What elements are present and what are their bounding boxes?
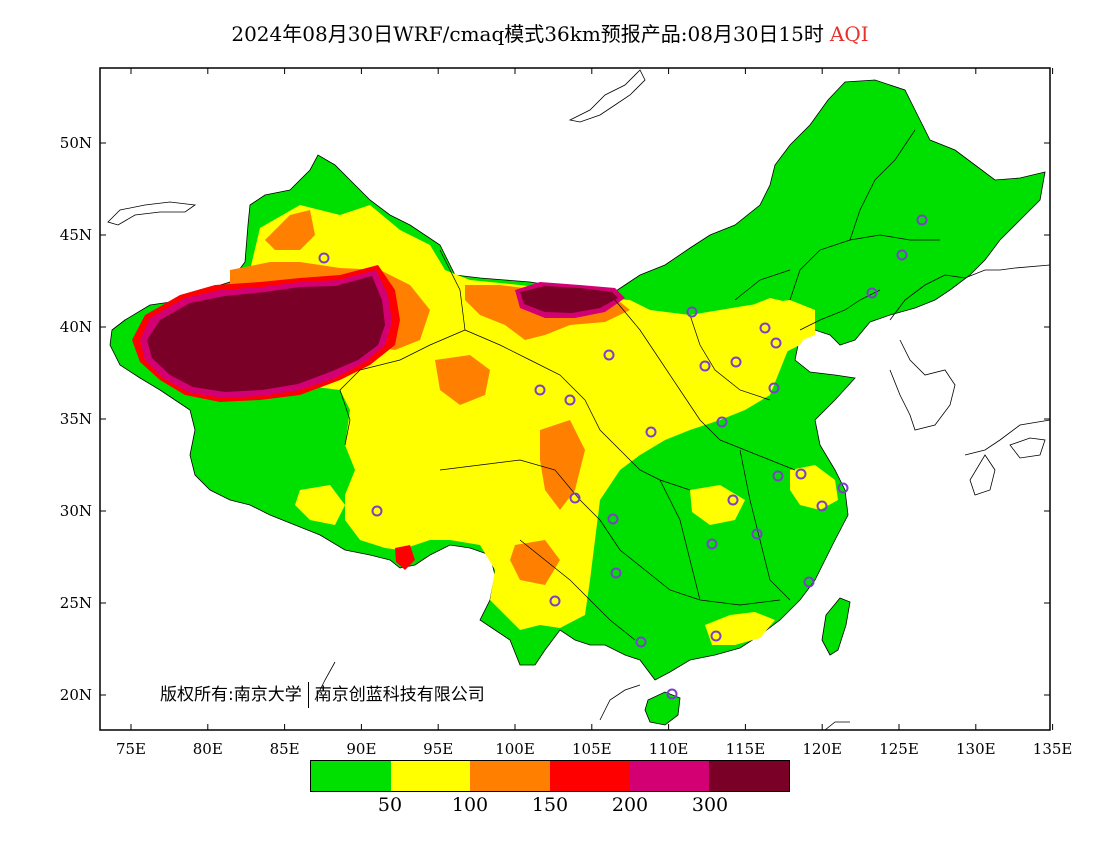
city-marker bbox=[318, 252, 330, 264]
city-markers bbox=[318, 214, 928, 700]
x-tick-label: 120E bbox=[802, 740, 842, 758]
legend-swatch bbox=[629, 761, 710, 791]
y-tick-label: 35N bbox=[60, 410, 92, 428]
city-marker bbox=[768, 382, 780, 394]
city-marker bbox=[686, 306, 698, 318]
city-marker bbox=[816, 500, 828, 512]
aqi-zone-moderate-south bbox=[705, 612, 775, 645]
city-marker bbox=[610, 567, 622, 579]
city-marker bbox=[759, 322, 771, 334]
legend-swatch bbox=[390, 761, 471, 791]
province-boundaries bbox=[339, 129, 940, 641]
sea-coast-south bbox=[314, 661, 850, 730]
map-title: 2024年08月30日WRF/cmaq模式36km预报产品:08月30日15时 A… bbox=[0, 18, 1100, 47]
y-tick-label: 30N bbox=[60, 502, 92, 520]
x-tick-label: 95E bbox=[423, 740, 453, 758]
city-marker bbox=[534, 384, 546, 396]
taiwan-island bbox=[821, 597, 851, 656]
legend-label: 50 bbox=[377, 794, 403, 816]
x-tick-label: 105E bbox=[572, 740, 612, 758]
city-marker bbox=[772, 470, 784, 482]
x-axis: 75E 80E 85E 90E 95E 100E 105E 110E 115E 120E 125E 1… bbox=[116, 68, 1072, 758]
city-marker bbox=[549, 595, 561, 607]
legend-swatch bbox=[470, 761, 551, 791]
x-tick-label: 80E bbox=[193, 740, 223, 758]
legend-swatch bbox=[311, 761, 391, 791]
y-tick-label: 20N bbox=[60, 686, 92, 704]
aqi-zone-usg-central bbox=[435, 355, 490, 405]
city-marker bbox=[666, 688, 678, 700]
city-marker bbox=[896, 249, 908, 261]
neighbor-coastlines bbox=[107, 69, 1050, 730]
copyright-separator bbox=[307, 682, 309, 708]
aqi-zone-moderate-sw bbox=[295, 485, 345, 525]
aqi-zone-moderate-north bbox=[740, 298, 812, 355]
city-marker bbox=[607, 513, 619, 525]
aqi-legend-colorbar bbox=[310, 760, 790, 792]
japan-coastline bbox=[964, 419, 1050, 496]
y-tick-label: 25N bbox=[60, 594, 92, 612]
legend-swatch bbox=[709, 761, 790, 791]
copyright-note: 版权所有:南京大学 南京创蓝科技有限公司 bbox=[160, 680, 485, 708]
legend-label: 100 bbox=[451, 794, 489, 816]
aqi-zone-hazardous-taklimakan bbox=[147, 276, 385, 392]
map-title-main: 2024年08月30日WRF/cmaq模式36km预报产品:08月30日15时 bbox=[231, 22, 824, 46]
city-marker bbox=[706, 538, 718, 550]
x-tick-label: 125E bbox=[879, 740, 919, 758]
x-tick-label: 75E bbox=[116, 740, 146, 758]
legend-label: 200 bbox=[611, 794, 649, 816]
aqi-zone-usg-sw bbox=[510, 540, 560, 585]
y-tick-label: 40N bbox=[60, 318, 92, 336]
city-marker bbox=[603, 349, 615, 361]
city-marker bbox=[635, 636, 647, 648]
city-marker bbox=[710, 630, 722, 642]
city-marker bbox=[770, 337, 782, 349]
aqi-zone-moderate-east bbox=[790, 465, 838, 510]
copyright-owner: 版权所有:南京大学 bbox=[160, 685, 302, 705]
city-marker bbox=[730, 356, 742, 368]
x-tick-label: 130E bbox=[956, 740, 996, 758]
x-tick-label: 85E bbox=[270, 740, 300, 758]
map-title-variable: AQI bbox=[829, 22, 869, 46]
aqi-zone-unhealthy-tibet bbox=[395, 545, 415, 570]
aqi-legend-labels: 50 100 150 200 300 bbox=[310, 794, 790, 818]
x-tick-label: 115E bbox=[726, 740, 766, 758]
city-marker bbox=[803, 576, 815, 588]
city-marker bbox=[564, 394, 576, 406]
city-marker bbox=[866, 287, 878, 299]
y-tick-label: 45N bbox=[60, 226, 92, 244]
city-marker bbox=[727, 494, 739, 506]
y-tick-label: 50N bbox=[60, 134, 92, 152]
legend-swatch bbox=[550, 761, 630, 791]
aqi-zone-hazardous-gobi bbox=[520, 286, 618, 313]
x-tick-label: 135E bbox=[1033, 740, 1073, 758]
balkhash-lake bbox=[107, 201, 197, 226]
city-marker bbox=[751, 528, 763, 540]
x-tick-label: 110E bbox=[649, 740, 689, 758]
x-tick-label: 100E bbox=[495, 740, 535, 758]
x-tick-label: 90E bbox=[346, 740, 376, 758]
map-frame bbox=[99, 67, 1051, 731]
city-marker bbox=[569, 492, 581, 504]
city-marker bbox=[716, 416, 728, 428]
aqi-zone-usg-sichuan bbox=[540, 420, 585, 510]
legend-label: 150 bbox=[531, 794, 569, 816]
copyright-partner: 南京创蓝科技有限公司 bbox=[314, 685, 485, 705]
city-marker bbox=[837, 482, 849, 494]
city-marker bbox=[916, 214, 928, 226]
city-marker bbox=[699, 360, 711, 372]
y-axis: 50N 45N 40N 35N 30N 25N 20N bbox=[60, 134, 1050, 704]
korea-coastline bbox=[889, 264, 1050, 431]
russia-lake bbox=[568, 69, 646, 123]
city-marker bbox=[371, 505, 383, 517]
legend-label: 300 bbox=[691, 794, 729, 816]
city-marker bbox=[645, 426, 657, 438]
city-marker bbox=[795, 468, 807, 480]
aqi-zone-usg-north-xj bbox=[265, 210, 315, 250]
